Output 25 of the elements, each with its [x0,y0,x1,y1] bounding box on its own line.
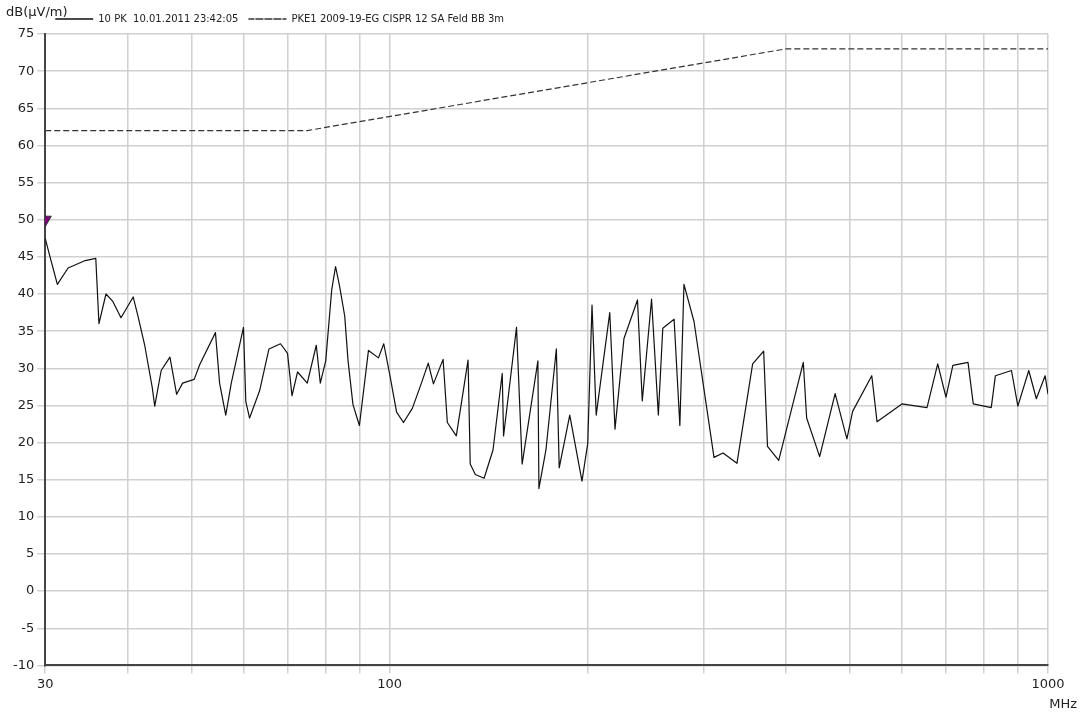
y-tick-label: 20 [17,433,35,449]
y-tick-label: 50 [17,211,35,227]
y-tick-label: 0 [25,582,35,598]
x-axis-title: MHz [1049,695,1078,711]
y-tick-label: 35 [17,322,35,338]
y-tick-label: 75 [17,25,35,41]
legend-label: 10 PK 10.01.2011 23:42:05 [98,12,239,24]
y-tick-label: -10 [13,656,35,672]
y-tick-label: 25 [17,396,35,412]
legend-label: PKE1 2009-19-EG CISPR 12 SA Feld BB 3m [291,12,505,24]
y-tick-label: 40 [17,285,35,301]
y-tick-label: 55 [17,173,35,189]
y-tick-label: 5 [25,545,35,561]
y-tick-label: 15 [17,471,35,487]
y-tick-label: 65 [17,99,35,115]
y-tick-label: 30 [17,359,35,375]
x-tick-label: 30 [36,675,54,691]
y-tick-label: 45 [17,248,35,264]
x-tick-label: 1000 [1031,675,1065,691]
y-tick-label: 70 [17,62,35,78]
y-tick-label: 60 [17,136,35,152]
y-tick-label: 10 [17,508,35,524]
y-tick-label: -5 [21,619,35,635]
x-tick-label: 100 [377,675,402,691]
y-axis-title: dB(µV/m) [6,3,68,19]
